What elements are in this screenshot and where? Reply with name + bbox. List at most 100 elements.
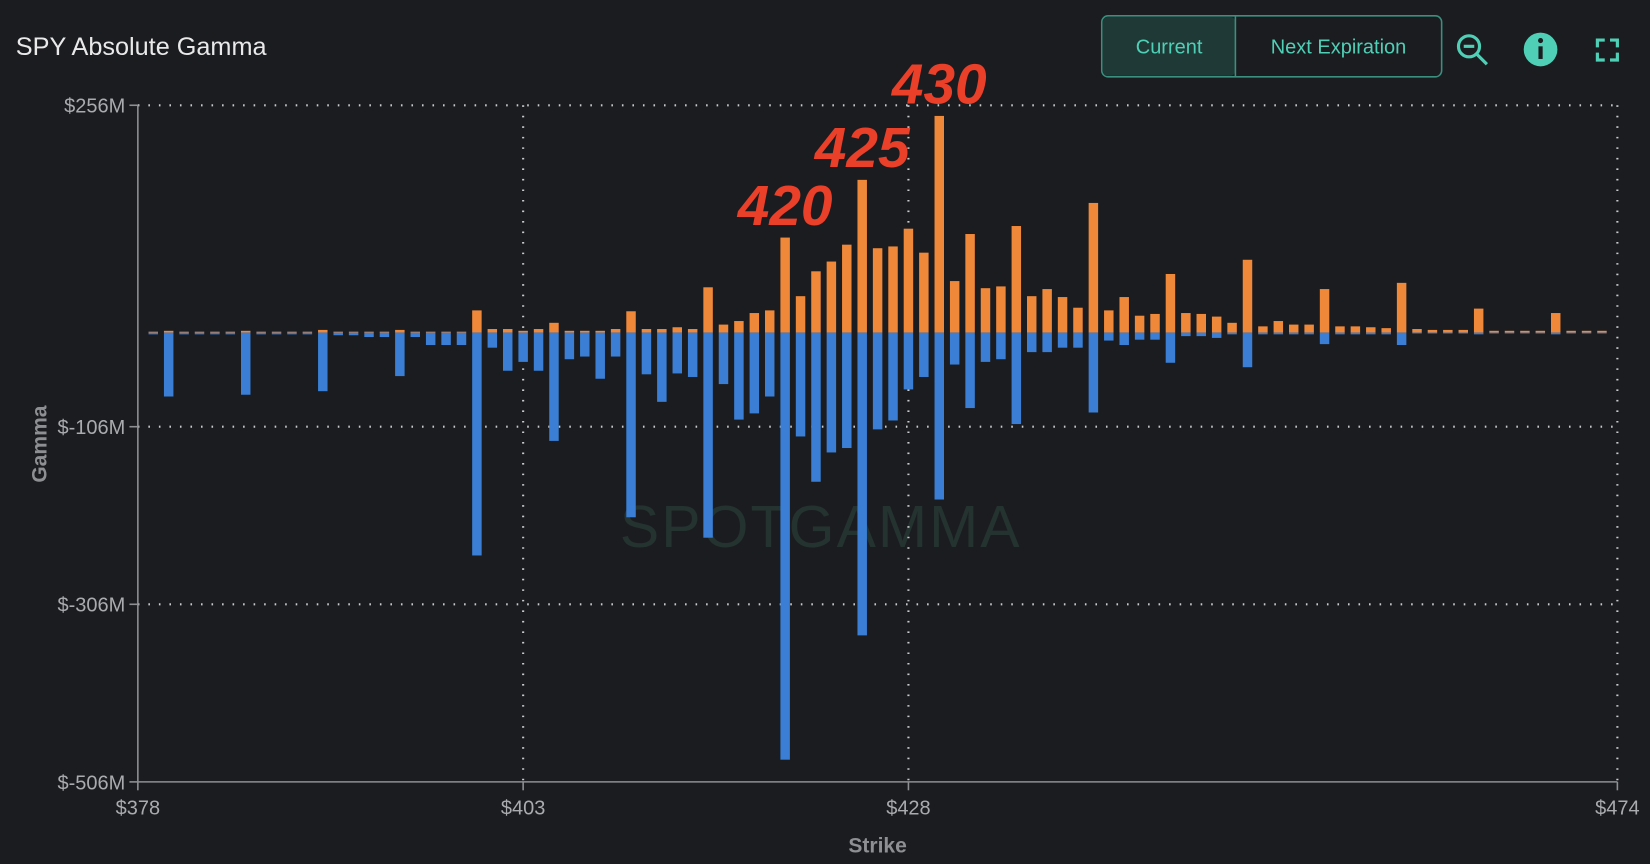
bar [764,310,775,333]
bar [919,332,929,377]
bar [1381,328,1391,333]
bar [949,332,960,365]
bar [1073,332,1083,348]
bar [1042,289,1052,333]
bar [1473,308,1484,333]
bar [1443,329,1453,333]
bar [256,331,266,333]
bar [1134,332,1145,340]
bar [749,332,760,414]
bar [225,331,236,333]
bar [1489,332,1499,334]
x-tick-label: $474 [1595,798,1639,820]
bar [718,332,729,385]
bar [379,332,390,338]
bar [271,332,282,335]
bar [564,330,575,333]
bar [533,332,544,371]
bar [456,332,467,346]
bar [996,332,1006,360]
bar [1597,330,1607,333]
bar [1242,332,1253,368]
bar [1581,330,1592,333]
bar [564,332,575,360]
bar [1520,332,1530,334]
bar [641,329,652,333]
bar [780,332,790,760]
y-tick-label: $256M [64,96,125,118]
bar [1057,332,1068,348]
bar [1504,332,1515,334]
bar [379,331,390,333]
y-tick-label: $-106M [57,417,125,439]
y-axis-title: Gamma [28,405,51,482]
bar [1366,332,1376,335]
bar [333,332,343,336]
current-button[interactable] [1102,16,1236,76]
bar [1396,282,1407,333]
zoom-icon[interactable] [1456,34,1489,66]
bar [734,332,744,420]
bar [1319,332,1330,345]
bar [949,281,960,333]
bar [1597,332,1607,334]
bar [1566,332,1576,334]
bar [703,287,713,333]
bar [1535,332,1546,334]
bar [318,329,328,333]
bar [395,329,405,333]
bar [1258,332,1268,335]
bar [780,237,790,333]
bar [441,332,451,346]
bar [179,332,189,335]
bar [919,252,929,333]
x-axis-title: Strike [848,834,906,857]
bar [626,311,636,333]
x-tick-label: $428 [886,798,930,820]
bar [842,244,852,333]
bar [148,332,158,335]
bar [364,332,374,338]
current-label[interactable]: Current [1136,37,1203,59]
bar [1026,296,1037,333]
bar [1350,326,1361,333]
next-expiration-label[interactable]: Next Expiration [1271,37,1407,59]
bar [1366,327,1376,333]
bar [456,331,467,333]
bar [518,330,528,333]
bar [1227,322,1237,333]
toggle-border [1100,15,1443,78]
bar [1350,332,1361,335]
bar [610,329,621,333]
toggle-group: Current Next Expiration [1100,15,1443,78]
bar [718,324,729,333]
bar [580,332,590,357]
bar [1011,332,1022,425]
bar [1088,332,1099,413]
bar [1458,329,1468,333]
bar [256,332,266,335]
bar [410,332,420,338]
bar [1042,332,1052,353]
bar [549,322,559,333]
bar [1211,316,1222,333]
fullscreen-icon[interactable] [1595,38,1619,62]
bar [502,329,513,333]
bar [472,332,482,556]
bar [194,332,205,335]
bar [1335,332,1345,335]
bar [1073,307,1083,333]
bar [549,332,559,441]
bar [657,332,667,402]
bar [425,331,436,333]
bar [1211,332,1222,338]
bar [487,332,498,348]
bar [348,331,359,333]
info-icon[interactable] [1523,32,1558,67]
bar [1011,226,1022,333]
bar [996,286,1006,333]
bar [1581,332,1592,334]
bar [903,228,914,333]
